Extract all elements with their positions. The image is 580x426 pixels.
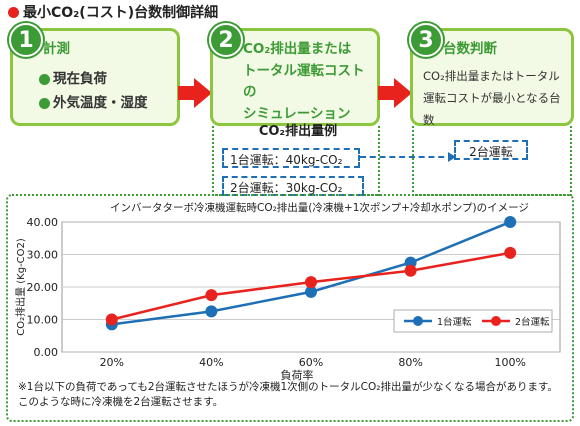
data-point	[205, 305, 218, 318]
data-point	[504, 216, 517, 228]
example-result: 2台運転	[454, 140, 528, 160]
example-title: CO₂排出量例	[258, 124, 338, 139]
chart-frame	[6, 194, 574, 422]
dashed-arrow-icon	[360, 152, 456, 162]
step-1-heading: 計測	[43, 41, 70, 57]
page-title-text: 最小CO₂(コスト)台数制御詳細	[23, 5, 219, 21]
x-tick-label: 20%	[100, 356, 124, 369]
legend-label: 2台運転	[515, 316, 550, 328]
y-tick-label: 10.00	[27, 314, 59, 327]
step-1-box: 1 計測 現在負荷 外気温度・湿度	[9, 23, 180, 126]
bullet-icon	[39, 73, 50, 85]
step-2-heading: CO₂排出量または トータル運転コストの シミュレーション	[243, 41, 365, 122]
y-tick-label: 20.00	[27, 281, 59, 294]
page-title: 最小CO₂(コスト)台数制御詳細	[8, 2, 218, 22]
data-point	[105, 313, 118, 326]
bullet-icon	[39, 97, 50, 109]
step-1-number: 1	[9, 23, 43, 57]
step-3-number: 3	[409, 23, 443, 57]
step-3-heading: 台数判断	[443, 41, 497, 57]
step-3-box: 3 台数判断 CO₂排出量またはトータル 運転コストが最小となる台数	[409, 23, 574, 127]
data-point	[305, 285, 317, 298]
chart-title: インバータターボ冷凍機運転時CO₂排出量(冷凍機+1次ポンプ+冷却水ポンプ)のイ…	[110, 202, 529, 214]
data-point	[504, 246, 517, 259]
y-axis-label: CO₂排出量 (Kg-CO2)	[14, 238, 27, 336]
legend-box	[393, 309, 553, 333]
step-2-box: 2 CO₂排出量または トータル運転コストの シミュレーション	[209, 23, 380, 126]
y-tick-label: 0.00	[34, 346, 59, 359]
data-point	[404, 264, 417, 277]
step-3-body: CO₂排出量またはトータル 運転コストが最小となる台数	[423, 69, 561, 127]
arrow-right-icon	[178, 78, 212, 108]
y-tick-label: 30.00	[27, 249, 59, 262]
data-point	[205, 289, 218, 302]
list-item: 外気温度・湿度	[39, 91, 148, 115]
footnote: ※1台以下の負荷であっても2台運転させたほうが冷凍機1次側のトータルCO₂排出量…	[18, 381, 558, 408]
x-tick-label: 100%	[494, 356, 525, 369]
data-point	[305, 276, 317, 289]
example-one-unit: 1台運転：40kg-CO₂	[222, 148, 360, 168]
legend-label: 1台運転	[437, 316, 472, 328]
step-1-bullets: 現在負荷 外気温度・湿度	[39, 67, 148, 115]
x-tick-label: 80%	[398, 356, 422, 369]
list-item: 現在負荷	[39, 67, 148, 91]
legend-marker	[413, 316, 423, 326]
title-bullet-icon	[8, 6, 19, 18]
legend-marker	[491, 316, 501, 326]
step-2-number: 2	[209, 23, 243, 57]
x-axis-label: 負荷率	[281, 368, 314, 382]
x-tick-label: 60%	[299, 356, 323, 369]
y-tick-label: 40.00	[27, 216, 59, 229]
x-tick-label: 40%	[199, 356, 223, 369]
arrow-right-icon	[378, 78, 412, 108]
